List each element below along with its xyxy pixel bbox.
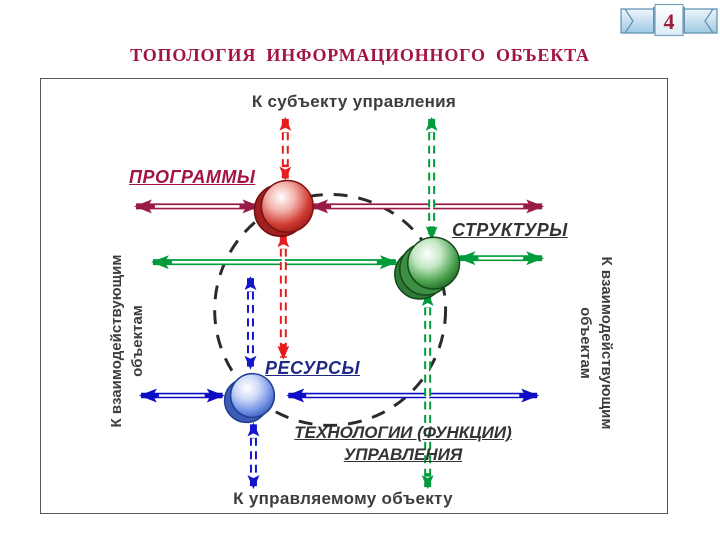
node-label-structures: СТРУКТУРЫ xyxy=(452,220,568,240)
diagram-frame: К субъекту управления ПРОГРАММЫ СТРУКТУР… xyxy=(40,78,668,514)
port-label-right: К взаимодействующим объектам xyxy=(574,228,618,458)
port-label-left-line1: К взаимодействующим xyxy=(108,254,125,428)
port-label-left: К взаимодействующим объектам xyxy=(105,226,149,456)
node-label-resources: РЕСУРСЫ xyxy=(265,358,361,378)
port-label-top: К субъекту управления xyxy=(251,92,457,111)
center-label-technologies: ТЕХНОЛОГИИ (ФУНКЦИИ) УПРАВЛЕНИЯ xyxy=(278,422,528,466)
page-number-ribbon: 4 xyxy=(620,2,718,38)
node-label-programs: ПРОГРАММЫ xyxy=(129,167,256,187)
ribbon-banner-icon: 4 xyxy=(620,3,718,37)
red-sphere xyxy=(253,179,314,238)
green-sphere xyxy=(394,236,461,300)
port-label-right-line2: объектам xyxy=(577,307,594,379)
center-label-line2: УПРАВЛЕНИЯ xyxy=(343,445,463,464)
blue-sphere xyxy=(223,372,276,424)
page-title: ТОПОЛОГИЯ ИНФОРМАЦИОННОГО ОБЪЕКТА xyxy=(130,45,590,65)
page-number: 4 xyxy=(664,9,675,34)
port-label-left-line2: объектам xyxy=(129,305,146,377)
center-label-line1: ТЕХНОЛОГИИ (ФУНКЦИИ) xyxy=(294,423,512,442)
dashed-orbit-circle xyxy=(213,192,448,427)
topology-diagram-graphics xyxy=(134,116,545,490)
port-label-bottom: К управляемому объекту xyxy=(233,489,453,508)
port-label-right-line1: К взаимодействующим xyxy=(598,256,615,430)
